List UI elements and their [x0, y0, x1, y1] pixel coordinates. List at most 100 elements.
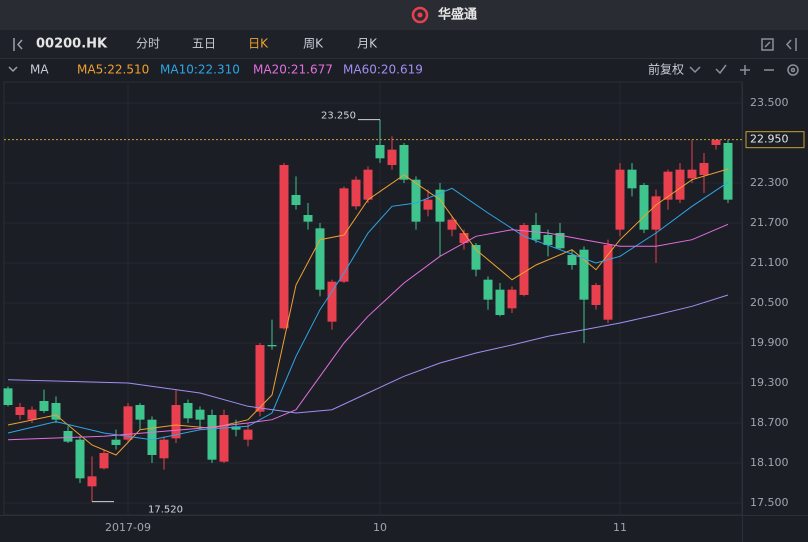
candle-body: [723, 143, 733, 200]
collapse-icon[interactable]: [785, 38, 797, 51]
y-tick-label: 19.300: [750, 376, 789, 389]
max-label: 23.250: [321, 111, 356, 122]
candle-body: [15, 407, 25, 415]
x-tick-label: 11: [613, 521, 627, 534]
legend-entry: MA20:21.677: [253, 63, 333, 77]
logo: [411, 6, 429, 24]
gear-icon[interactable]: [787, 64, 799, 76]
min-label: 17.520: [148, 505, 183, 516]
candle-body: [687, 169, 697, 179]
legend-entry: MA5:22.510: [77, 63, 149, 77]
candle-body: [459, 233, 469, 243]
candle-body: [711, 139, 721, 145]
candle-body: [243, 429, 253, 440]
candle-body: [111, 439, 121, 445]
candle-body: [495, 289, 505, 315]
candle-body: [183, 403, 193, 419]
settings-icon[interactable]: [715, 64, 727, 75]
candle-body: [483, 279, 493, 300]
candle-body: [171, 405, 181, 439]
candle-body: [651, 196, 661, 230]
candle-body: [507, 289, 517, 309]
y-tick-label: 21.100: [750, 256, 789, 269]
candle-body: [63, 431, 73, 442]
ma-line: [7, 294, 729, 414]
legend-entry: MA60:20.619: [343, 63, 423, 77]
adjust-mode[interactable]: 前复权: [648, 62, 684, 77]
fullscreen-icon[interactable]: [761, 38, 774, 51]
candle-body: [39, 401, 49, 411]
candle-body: [195, 409, 205, 420]
y-tick-label: 18.700: [750, 416, 789, 429]
candle-body: [639, 185, 649, 230]
ma-line: [7, 181, 729, 441]
candle-body: [363, 169, 373, 200]
sidebar-toggle[interactable]: [13, 38, 23, 51]
symbol[interactable]: 00200.HK: [36, 37, 108, 52]
y-tick-label: 17.500: [750, 496, 789, 509]
indicator-bar: [0, 58, 808, 81]
candle-body: [255, 345, 265, 412]
y-tick-label: 21.700: [750, 216, 789, 229]
candle-body: [87, 476, 97, 487]
candle-body: [51, 403, 61, 420]
timeframe-tab[interactable]: 日K: [248, 37, 269, 51]
candle-body: [3, 388, 13, 405]
timeframe-tab[interactable]: 周K: [303, 37, 324, 51]
candle-body: [267, 345, 277, 347]
app-title: 华盛通: [438, 7, 477, 23]
last-price-label: 22.950: [750, 133, 789, 146]
candle-body: [75, 439, 85, 479]
timeframe-tab[interactable]: 五日: [192, 37, 216, 51]
y-tick-label: 19.900: [750, 336, 789, 349]
candle-body: [351, 179, 361, 207]
last-price-box: [745, 131, 805, 149]
y-tick-label: 20.500: [750, 296, 789, 309]
candle-body: [279, 165, 289, 329]
candle-body: [399, 145, 409, 180]
indicator-name[interactable]: MA: [30, 63, 49, 77]
candle-body: [99, 453, 109, 469]
plot-area: [3, 81, 743, 516]
ma-line: [7, 223, 729, 441]
x-tick-label: 2017-09: [105, 521, 151, 534]
candle-body: [591, 285, 601, 305]
candle-body: [603, 245, 613, 320]
candle-body: [423, 199, 433, 210]
candle-body: [327, 281, 337, 322]
candle-body: [231, 426, 241, 430]
candle-body: [219, 415, 229, 462]
candle-body: [123, 406, 133, 440]
candle-body: [447, 219, 457, 230]
candle-body: [135, 405, 145, 420]
candle-body: [615, 169, 625, 230]
legend-entry: MA10:22.310: [160, 63, 240, 77]
add-icon[interactable]: [740, 65, 750, 75]
x-tick-label: 10: [373, 521, 387, 534]
candle-body: [291, 195, 301, 205]
adjust-dropdown[interactable]: [689, 66, 701, 74]
expand-icon[interactable]: [8, 66, 18, 73]
timeframe-tab[interactable]: 分时: [136, 37, 160, 51]
candle-body: [27, 409, 37, 420]
candle-body: [159, 439, 169, 459]
candle-body: [579, 249, 589, 300]
candle-body: [387, 149, 397, 165]
candle-body: [567, 255, 577, 265]
candle-body: [315, 228, 325, 290]
candle-body: [699, 163, 709, 175]
candle-body: [663, 171, 673, 200]
top-bar: [0, 0, 808, 30]
candle-body: [375, 145, 385, 159]
y-tick-label: 22.300: [750, 176, 789, 189]
toolbar: [0, 30, 808, 58]
candle-body: [303, 215, 313, 222]
y-tick-label: 23.500: [750, 96, 789, 109]
timeframe-tab[interactable]: 月K: [357, 37, 378, 51]
candle-body: [471, 245, 481, 270]
candle-body: [207, 415, 217, 460]
candle-body: [147, 419, 157, 455]
y-tick-label: 18.100: [750, 456, 789, 469]
